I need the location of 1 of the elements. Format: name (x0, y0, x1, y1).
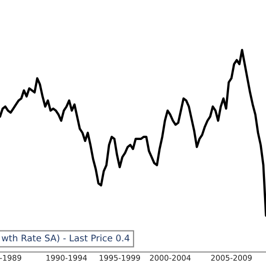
annotation: wth Rate SA) - Last Price 0.4 (2, 234, 130, 242)
